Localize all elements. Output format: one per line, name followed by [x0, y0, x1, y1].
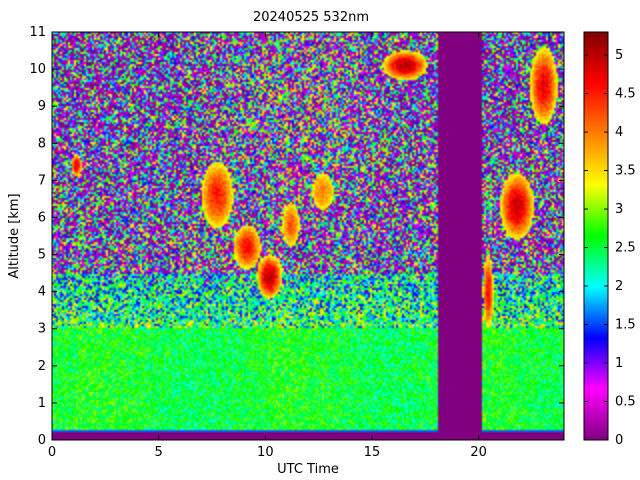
colorbar-tick-label: 2.5: [615, 241, 636, 256]
y-tick-label: 5: [38, 248, 46, 263]
colorbar-gradient: [583, 31, 609, 441]
y-tick-label: 4: [38, 285, 46, 300]
colorbar-tick-label: 3: [615, 202, 623, 217]
y-tick-label: 7: [38, 173, 46, 188]
y-tick-label: 2: [38, 359, 46, 374]
y-axis-label: Altitude [km]: [7, 193, 22, 278]
colorbar-tick-label: 5: [615, 48, 623, 63]
colorbar-tick-label: 2: [615, 279, 623, 294]
x-tick-label: 20: [470, 445, 487, 460]
y-tick-label: 3: [38, 322, 46, 337]
chart-title: 20240525 532nm: [253, 10, 369, 25]
colorbar-tick-label: 1.5: [615, 318, 636, 333]
x-tick-label: 0: [48, 445, 56, 460]
backscatter-heatmap: [52, 32, 564, 440]
plot-frame: [51, 31, 565, 441]
colorbar-tick-label: 0: [615, 433, 623, 448]
y-axis: 0 1 2 3 4 5 6 7 8 9 10 11: [29, 25, 564, 448]
heatmap-plot-area: [51, 31, 565, 441]
colorbar-tick-label: 1: [615, 356, 623, 371]
y-tick-label: 0: [38, 433, 46, 448]
colorbar: 0 0.5 1 1.5 2 2.5 3 3.5 4 4.5 5: [583, 31, 636, 448]
x-axis-label: UTC Time: [277, 462, 339, 477]
y-tick-label: 11: [29, 25, 46, 40]
x-tick-label: 10: [257, 445, 274, 460]
y-tick-label: 9: [38, 99, 46, 114]
y-tick-label: 10: [29, 62, 46, 77]
y-tick-label: 6: [38, 210, 46, 225]
colorbar-ticks: 0 0.5 1 1.5 2 2.5 3 3.5 4 4.5 5: [584, 48, 636, 448]
colorbar-tick-label: 3.5: [615, 164, 636, 179]
colorbar-tick-label: 0.5: [615, 395, 636, 410]
y-tick-label: 8: [38, 136, 46, 151]
colorbar-tick-label: 4: [615, 125, 623, 140]
colorbar-tick-label: 4.5: [615, 87, 636, 102]
x-tick-label: 15: [364, 445, 381, 460]
x-axis: 0 5 10 15 20: [48, 32, 487, 460]
y-tick-label: 1: [38, 396, 46, 411]
x-tick-label: 5: [155, 445, 163, 460]
